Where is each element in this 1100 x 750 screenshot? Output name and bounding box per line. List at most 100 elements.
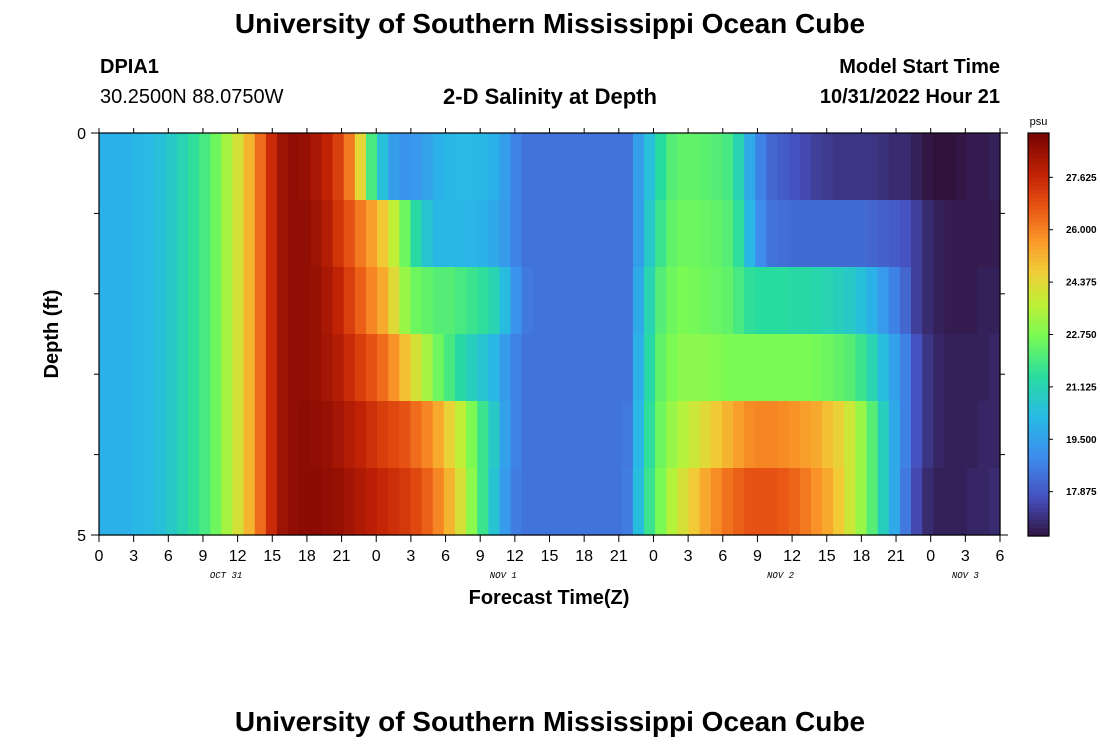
colorbar-segment xyxy=(1028,467,1049,473)
heatmap-cell xyxy=(276,267,289,335)
heatmap-cell xyxy=(766,133,779,201)
heatmap-cell xyxy=(99,468,111,536)
heatmap-cell xyxy=(210,401,222,469)
heatmap-cell xyxy=(655,267,667,335)
heatmap-cell xyxy=(143,133,156,201)
heatmap-cell xyxy=(810,267,823,335)
heatmap-cell xyxy=(521,133,534,201)
colorbar-segment xyxy=(1028,310,1049,315)
heatmap-cell xyxy=(655,401,667,469)
heatmap-cell xyxy=(510,334,523,402)
heatmap-cell xyxy=(132,200,145,268)
heatmap-cell xyxy=(232,133,245,201)
heatmap-cell xyxy=(288,468,300,536)
heatmap-cell xyxy=(977,200,990,268)
x-tick-label: 12 xyxy=(783,548,801,565)
heatmap-cell xyxy=(822,267,834,335)
heatmap-cell xyxy=(165,267,178,335)
colorbar-segment xyxy=(1028,181,1049,186)
heatmap-cell xyxy=(365,334,378,402)
heatmap-cell xyxy=(521,200,534,268)
heatmap-cell xyxy=(521,334,534,402)
heatmap-cell xyxy=(610,200,623,268)
heatmap-cell xyxy=(988,267,1001,335)
heatmap-cell xyxy=(933,468,945,536)
heatmap-cell xyxy=(666,334,679,402)
heatmap-cell xyxy=(877,468,890,536)
colorbar-segment xyxy=(1028,257,1049,263)
heatmap-cell xyxy=(143,468,156,536)
x-tick-label: 18 xyxy=(575,548,593,565)
heatmap-cell xyxy=(833,401,845,469)
heatmap-cell xyxy=(955,401,968,469)
heatmap-cell xyxy=(777,468,790,536)
colorbar-segment xyxy=(1028,439,1049,444)
heatmap-cell xyxy=(844,468,856,536)
heatmap-cell xyxy=(766,334,779,402)
heatmap-cell xyxy=(132,334,145,402)
x-tick-label: 6 xyxy=(164,548,173,565)
heatmap-cell xyxy=(666,468,679,536)
heatmap-cell xyxy=(933,200,945,268)
heatmap-cell xyxy=(733,267,745,335)
heatmap-cell xyxy=(666,133,679,201)
colorbar-segment xyxy=(1028,403,1049,408)
colorbar-segment xyxy=(1028,270,1049,275)
heatmap-cell xyxy=(110,133,122,201)
heatmap-cell xyxy=(532,401,545,469)
heatmap-cell xyxy=(121,200,133,268)
heatmap-cell xyxy=(421,334,434,402)
x-tick-label: 21 xyxy=(610,548,628,565)
heatmap-cell xyxy=(877,334,890,402)
heatmap-cell xyxy=(143,401,156,469)
heatmap-cell xyxy=(733,401,745,469)
heatmap-cell xyxy=(176,133,189,201)
heatmap-cell xyxy=(187,401,200,469)
colorbar-segment xyxy=(1028,241,1049,247)
heatmap-cell xyxy=(977,401,990,469)
heatmap-cell xyxy=(288,401,300,469)
heatmap-cell xyxy=(410,267,423,335)
heatmap-cell xyxy=(588,468,601,536)
heatmap-cell xyxy=(577,133,590,201)
heatmap-cell xyxy=(710,334,723,402)
heatmap-cell xyxy=(254,401,267,469)
heatmap-cell xyxy=(588,267,601,335)
heatmap-cell xyxy=(121,267,133,335)
heatmap-cell xyxy=(822,468,834,536)
heatmap-cell xyxy=(343,468,356,536)
colorbar-segment xyxy=(1028,463,1049,469)
heatmap-cell xyxy=(99,334,111,402)
colorbar-segment xyxy=(1028,511,1049,517)
colorbar-segment xyxy=(1028,141,1049,146)
heatmap-cell xyxy=(332,200,345,268)
heatmap-cell xyxy=(644,468,656,536)
x-tick-label: 15 xyxy=(541,548,559,565)
heatmap-cell xyxy=(922,133,934,201)
heatmap-cell xyxy=(399,200,412,268)
heatmap-cell xyxy=(855,200,868,268)
heatmap-cell xyxy=(877,200,890,268)
heatmap-cell xyxy=(810,334,823,402)
heatmap-cell xyxy=(621,267,634,335)
x-tick-label: 9 xyxy=(199,548,208,565)
x-tick-label: 3 xyxy=(406,548,415,565)
heatmap-cell xyxy=(199,133,211,201)
heatmap-cell xyxy=(577,267,590,335)
heatmap-cell xyxy=(710,133,723,201)
x-tick-label: 12 xyxy=(506,548,524,565)
station-coordinates: 30.2500N 88.0750W xyxy=(100,86,284,108)
heatmap-cell xyxy=(621,468,634,536)
heatmap-cell xyxy=(822,401,834,469)
heatmap-cell xyxy=(599,401,612,469)
heatmap-cell xyxy=(944,267,957,335)
heatmap-cell xyxy=(922,468,934,536)
colorbar-segment xyxy=(1028,221,1049,227)
x-tick-label: 21 xyxy=(333,548,351,565)
colorbar-segment xyxy=(1028,201,1049,207)
heatmap-cell xyxy=(377,200,389,268)
heatmap-cell xyxy=(265,334,278,402)
x-tick-label: 3 xyxy=(961,548,970,565)
heatmap-cell xyxy=(599,334,612,402)
